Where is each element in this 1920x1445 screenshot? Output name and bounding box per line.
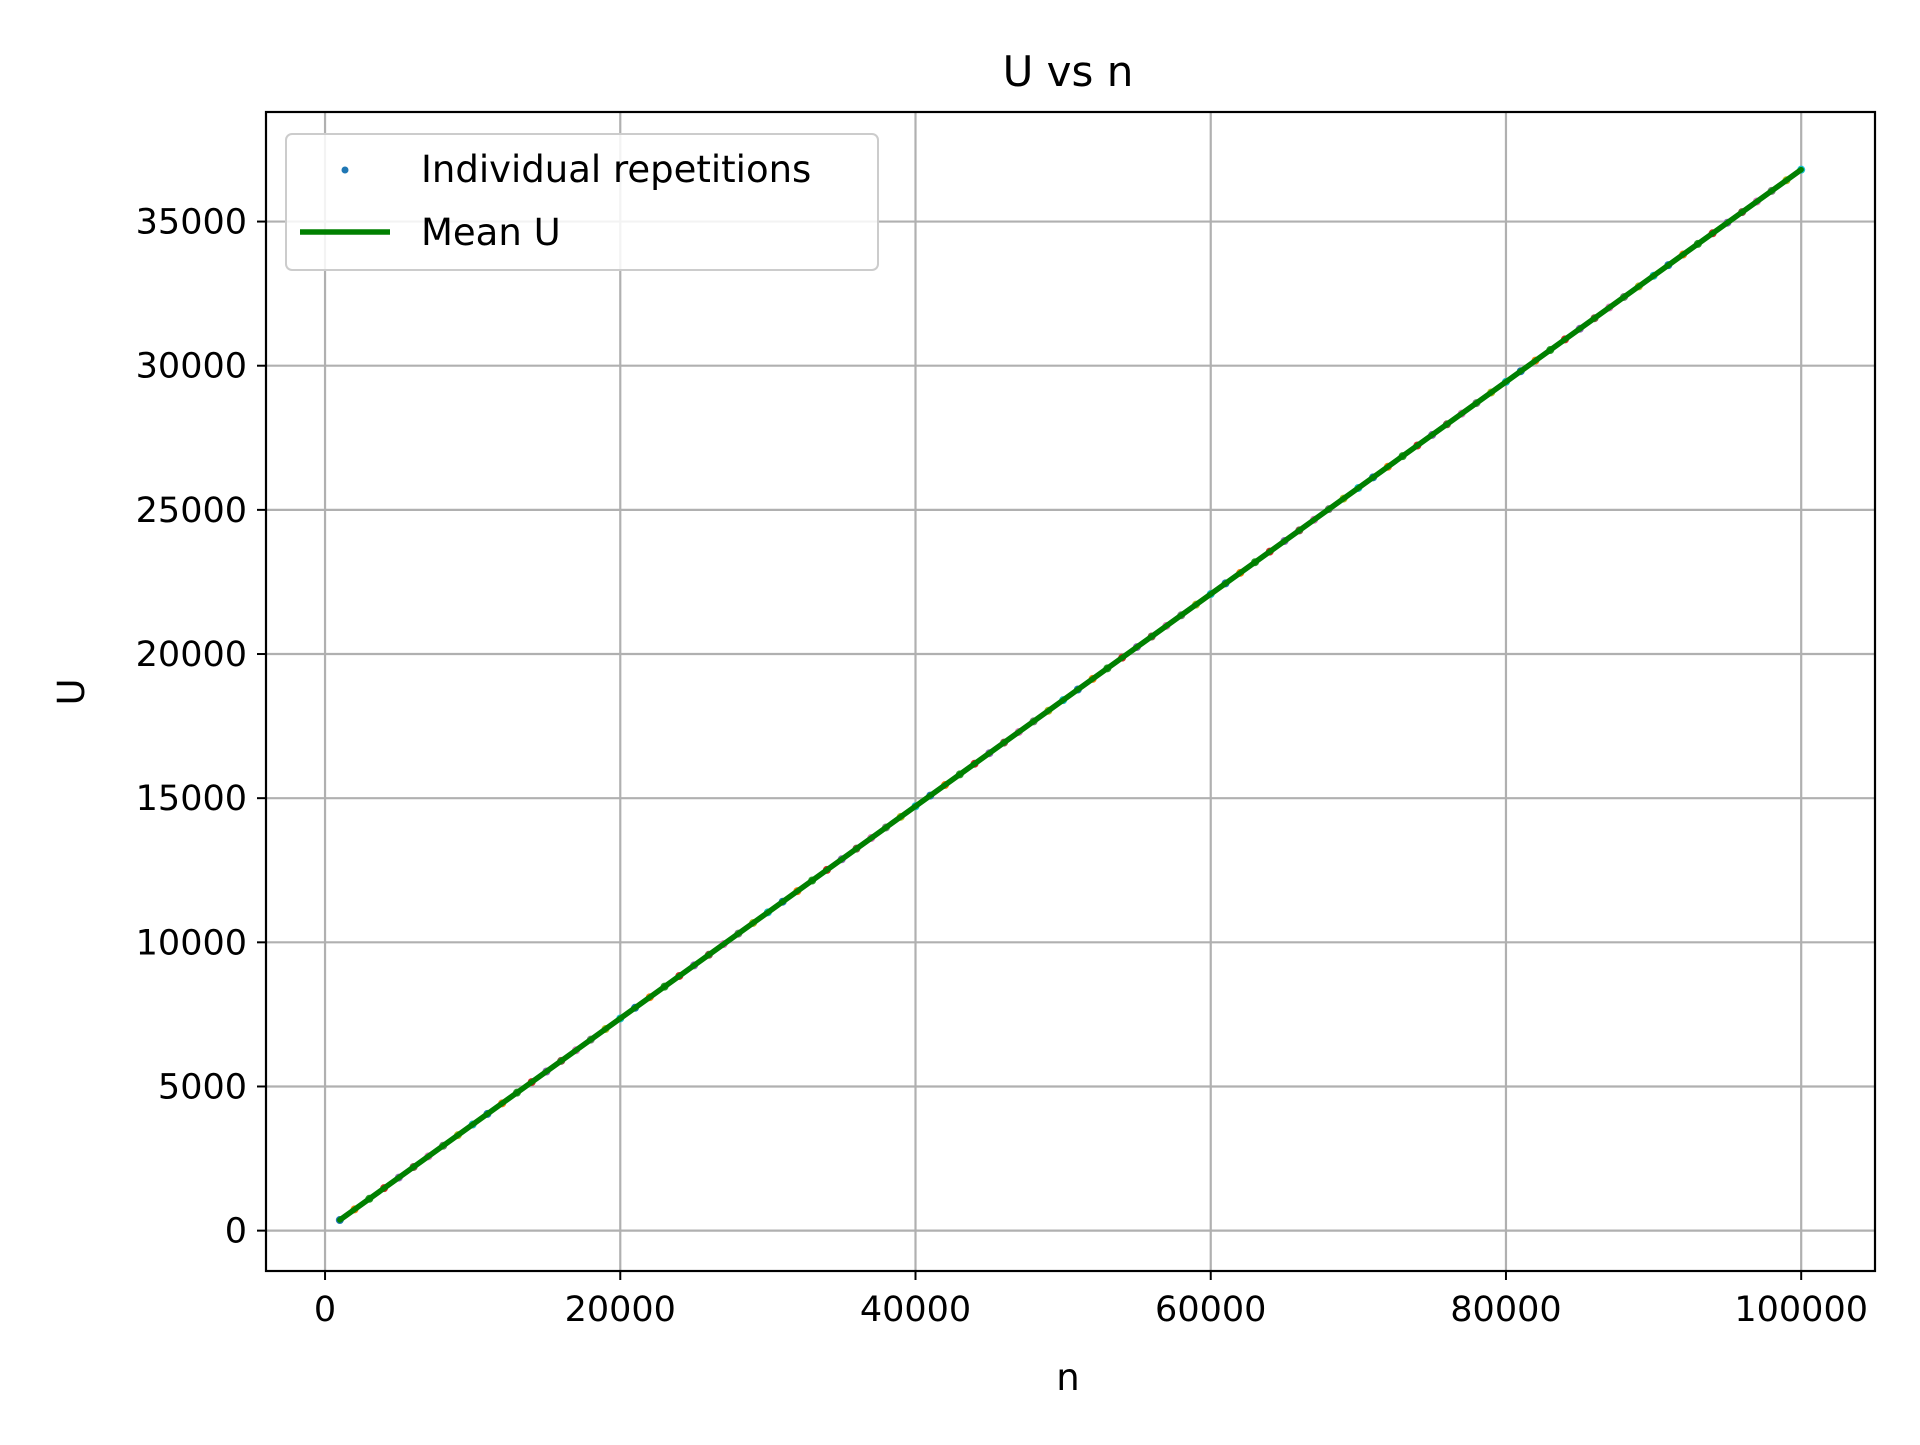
y-tick-label: 15000 (136, 779, 247, 819)
plot-frame (264, 110, 1877, 1273)
data-layer (335, 165, 1806, 1225)
x-tick-label: 100000 (1734, 1290, 1868, 1330)
ticks: 0 20000 40000 60000 80000 100000 0 5000 10000 150… (136, 203, 1868, 1330)
x-tick-label: 40000 (860, 1290, 971, 1330)
x-tick-label: 80000 (1450, 1290, 1561, 1330)
legend: Individual repetitions Mean U (285, 133, 879, 271)
y-tick-label: 35000 (136, 203, 247, 243)
y-axis-label: U (50, 678, 93, 705)
y-tick-label: 0 (225, 1212, 247, 1252)
grid (266, 112, 1875, 1271)
chart-title: U vs n (1003, 47, 1134, 96)
y-tick-label: 20000 (136, 635, 247, 675)
x-tick-label: 60000 (1155, 1290, 1266, 1330)
legend-label-mean-u: Mean U (421, 211, 561, 254)
x-tick-label: 0 (314, 1290, 336, 1330)
y-tick-label: 5000 (158, 1067, 247, 1107)
y-tick-label: 30000 (136, 347, 247, 387)
y-tick-label: 25000 (136, 491, 247, 531)
mean-u-line (337, 166, 1804, 1223)
x-tick-label: 20000 (565, 1290, 676, 1330)
legend-label-individual-repetitions: Individual repetitions (421, 148, 811, 191)
y-tick-label: 10000 (136, 923, 247, 963)
x-axis-label: n (1056, 1356, 1079, 1399)
legend-frame (285, 133, 879, 271)
legend-marker-individual-repetitions (341, 166, 349, 174)
